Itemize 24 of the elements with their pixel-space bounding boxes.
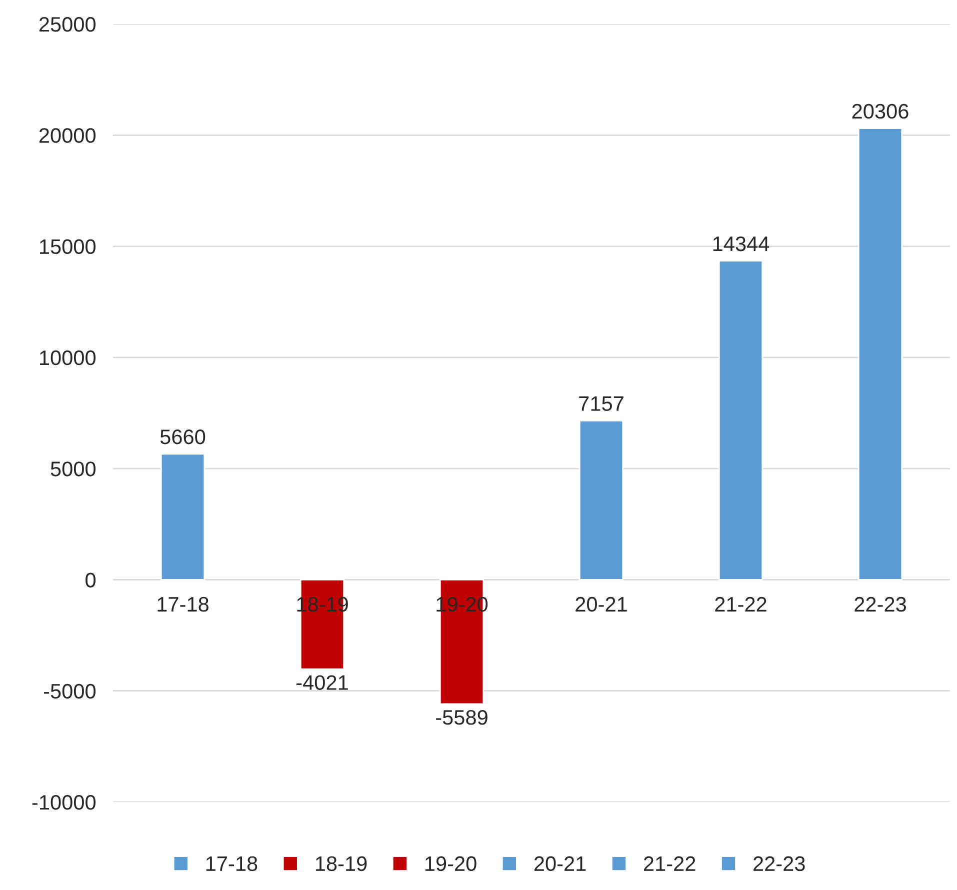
data-label: 7157	[579, 396, 624, 411]
x-tick-label: 20-21	[576, 596, 627, 612]
y-tick-label: 0	[86, 572, 96, 588]
data-label: -4021	[296, 675, 348, 690]
y-tick-label: 5000	[50, 462, 96, 476]
legend-label: 17-18	[206, 856, 258, 872]
legend-label: 21-22	[644, 856, 696, 871]
x-tick-label: 21-22	[715, 596, 766, 612]
data-label: 5660	[160, 429, 206, 444]
y-tick-label: 10000	[40, 350, 96, 366]
x-tick-label: 17-18	[158, 596, 208, 612]
data-label: -5589	[436, 710, 488, 725]
x-tick-label: 22-23	[854, 596, 906, 612]
data-label: 20306	[852, 104, 908, 119]
legend-label: 20-21	[534, 856, 586, 872]
y-tick-label: -10000	[32, 795, 96, 810]
y-tick-label: 20000	[39, 128, 96, 143]
legend-label: 22-23	[754, 856, 805, 872]
y-tick-label: 25000	[39, 17, 96, 32]
legend-label: 18-19	[316, 856, 367, 872]
legend-label: 19-20	[425, 856, 476, 872]
y-tick-label: 15000	[40, 239, 96, 254]
data-label: 14344	[713, 236, 770, 252]
y-tick-label: -5000	[44, 684, 96, 699]
